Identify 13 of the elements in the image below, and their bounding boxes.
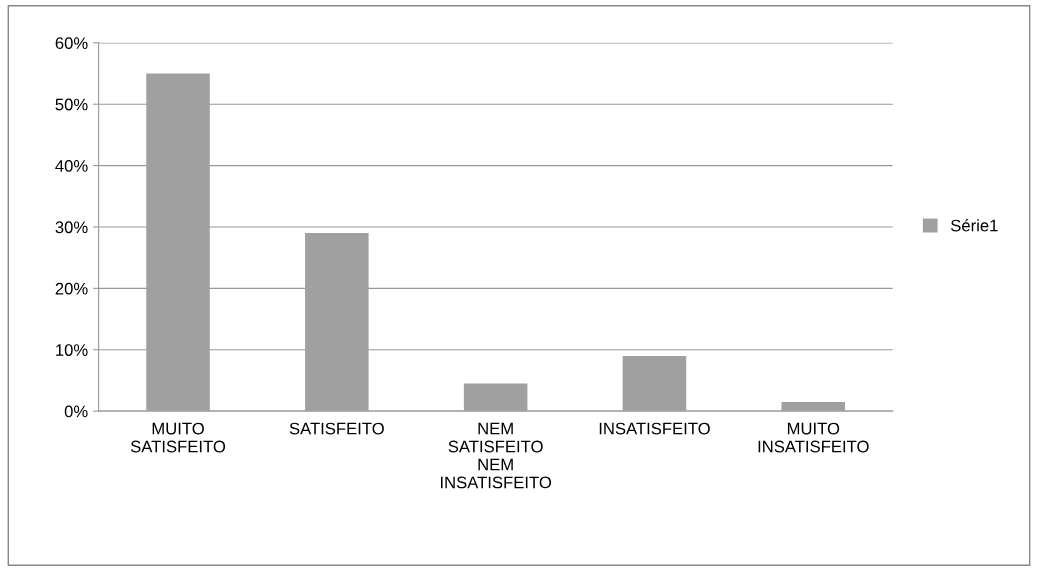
- x-tick-label: SATISFEITO: [289, 422, 384, 435]
- y-tick-label: 0%: [64, 405, 88, 418]
- x-tick-label: INSATISFEITO: [599, 422, 710, 435]
- y-tick-label: 30%: [55, 221, 88, 234]
- y-tick-label: 20%: [55, 282, 88, 295]
- y-tick-label: 50%: [55, 98, 88, 111]
- y-tick-label: 40%: [55, 159, 88, 172]
- y-tick-label: 60%: [55, 37, 88, 50]
- x-tick-label: MUITO SATISFEITO: [130, 422, 226, 453]
- y-tick-label: 10%: [56, 344, 88, 356]
- x-tick-label: MUITO INSATISFEITO: [758, 422, 869, 453]
- legend-label: Série1: [950, 219, 998, 232]
- x-tick-label: NEM SATISFEITO NEM INSATISFEITO: [441, 422, 552, 489]
